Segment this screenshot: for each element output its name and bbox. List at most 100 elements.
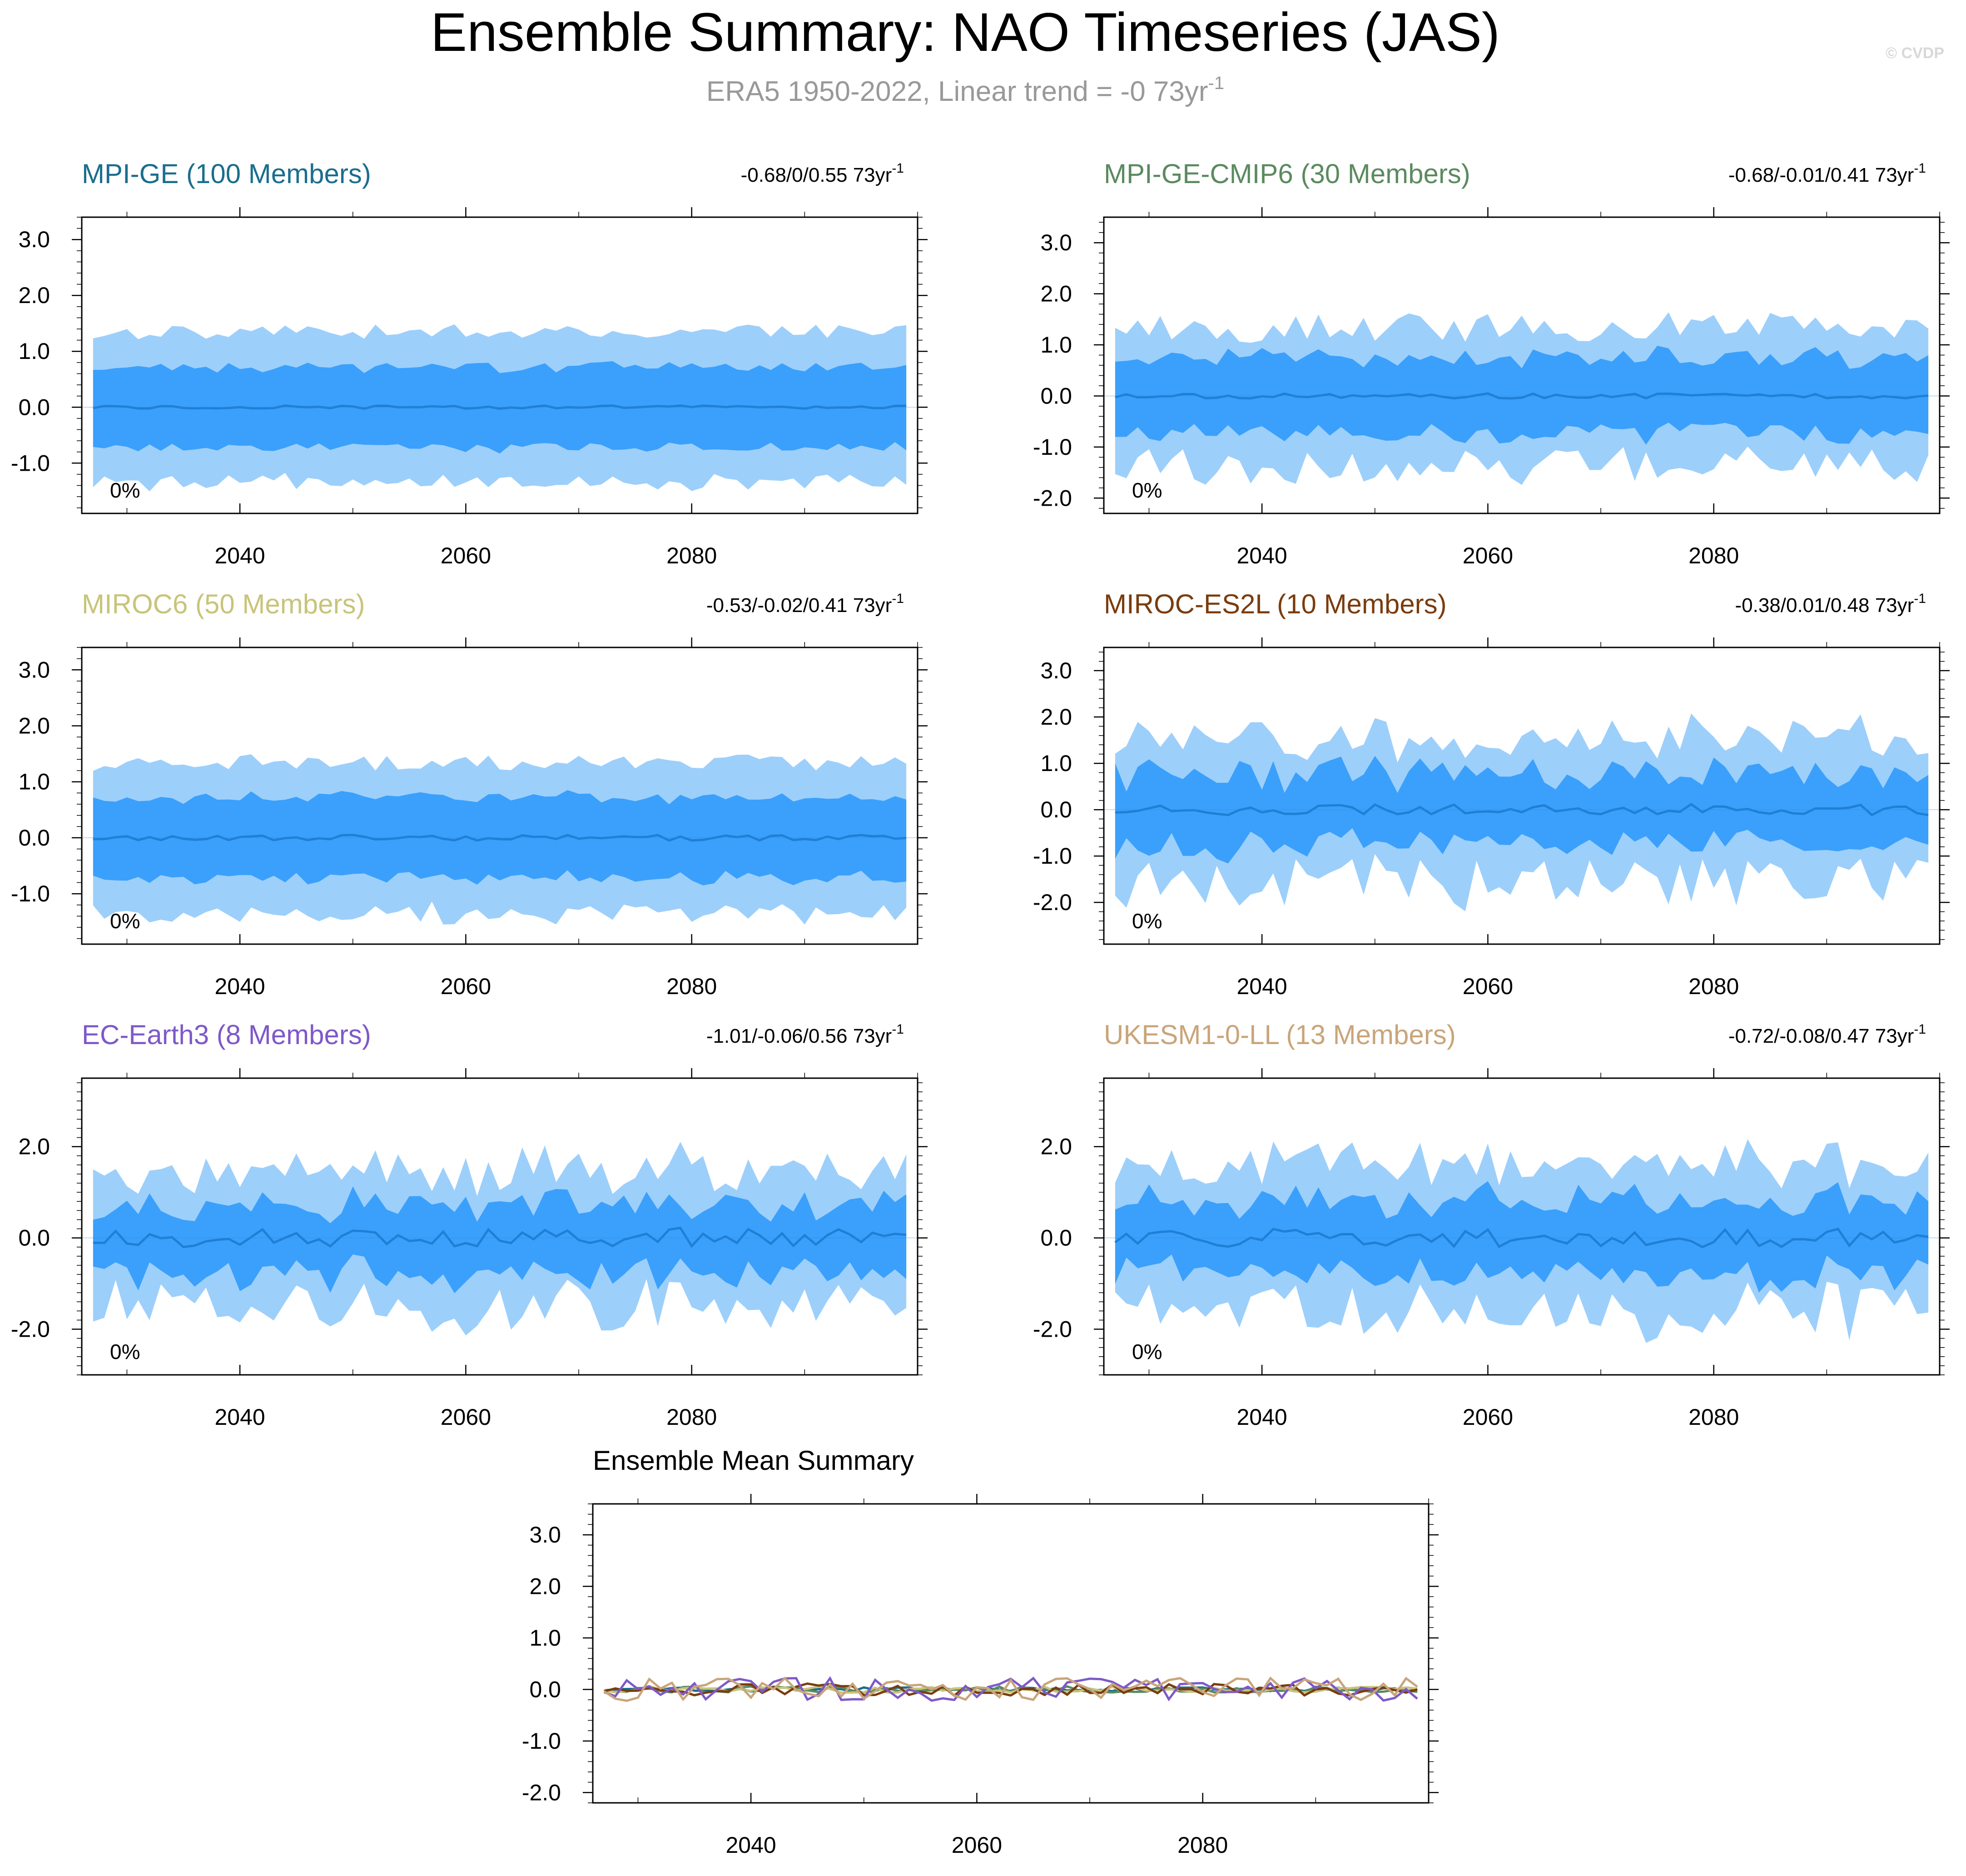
panel-miroc6-xtick-label: 2060: [441, 974, 491, 999]
panel-ensemble-mean-summary-ytick-label: 1.0: [529, 1625, 561, 1651]
panel-ensemble-mean-summary-xtick-label: 2040: [725, 1832, 776, 1858]
watermark: © CVDP: [1886, 45, 1944, 62]
panel-miroc6-ytick-label: 2.0: [18, 713, 50, 738]
panel-miroc-es2l-plot-frame: [1103, 647, 1941, 945]
panel-mpi-ge-plot-frame: [81, 216, 918, 514]
panel-mpi-ge-cmip6-inner-band: [1115, 345, 1929, 445]
panel-ensemble-mean-summary-ytick-label: 2.0: [529, 1574, 561, 1599]
panel-miroc-es2l-ytick-label: 3.0: [1040, 658, 1072, 683]
panel-ukesm1-0-ll-trend-exponent: -1: [1914, 1022, 1926, 1037]
panel-ec-earth3: 2.0 0.0 -2.0 2040 2060 2080 EC-Earth3 (8 Membe…: [11, 1020, 928, 1430]
panel-ensemble-mean-summary-title: Ensemble Mean Summary: [593, 1445, 914, 1476]
panel-miroc-es2l-trend: -0.38/0.01/0.48 73yr-1: [1735, 591, 1926, 617]
panel-mpi-ge: 3.0 2.0 1.0 0.0 -1.0 2040 2060 2080 MPI-GE (100 …: [11, 159, 928, 568]
panel-mpi-ge-cmip6-ytick-label: -1.0: [1033, 434, 1072, 460]
panel-mpi-ge-cmip6-ytick-label: 3.0: [1040, 230, 1072, 255]
panel-ukesm1-0-ll-xtick-label: 2080: [1688, 1404, 1739, 1430]
panel-mpi-ge-pct-label: 0%: [110, 478, 140, 502]
panel-mpi-ge-cmip6: 3.0 2.0 1.0 0.0 -1.0 -2.0 2040 2060 2080 MPI-GE-C…: [1033, 159, 1950, 568]
panel-ensemble-mean-summary-xtick-label: 2060: [952, 1832, 1002, 1858]
panel-ukesm1-0-ll-xtick-label: 2040: [1236, 1404, 1287, 1430]
panel-mpi-ge-cmip6-mean-line: [1115, 392, 1929, 400]
panel-miroc-es2l-ytick-label: 0.0: [1040, 797, 1072, 822]
panel-mpi-ge-cmip6-trend: -0.68/-0.01/0.41 73yr-1: [1728, 161, 1926, 186]
panel-mpi-ge-xtick-label: 2060: [441, 543, 491, 568]
panel-ec-earth3-xtick-label: 2080: [666, 1404, 717, 1430]
panel-ec-earth3-xtick-label: 2040: [214, 1404, 265, 1430]
panel-miroc-es2l-mean-line: [1115, 802, 1929, 816]
panel-ec-earth3-mean-line: [93, 1226, 907, 1249]
panel-miroc6-plot-frame: [81, 647, 918, 945]
panel-ensemble-mean-summary-ytick-label: 0.0: [529, 1677, 561, 1702]
panel-ec-earth3-trend-text: -1.01/-0.06/0.56 73yr: [706, 1025, 892, 1047]
panel-ukesm1-0-ll-ytick-label: -2.0: [1033, 1317, 1072, 1342]
panel-ec-earth3-trend: -1.01/-0.06/0.56 73yr-1: [706, 1022, 904, 1047]
panel-ukesm1-0-ll: 2.0 0.0 -2.0 2040 2060 2080 UKESM1-0-LL (13 Me…: [1033, 1020, 1950, 1430]
panel-ec-earth3-ytick-label: -2.0: [11, 1317, 50, 1342]
panel-mpi-ge-ytick-label: 2.0: [18, 283, 50, 308]
panel-miroc-es2l-xtick-label: 2040: [1236, 974, 1287, 999]
panel-ec-earth3-title: EC-Earth3 (8 Members): [82, 1020, 371, 1050]
panel-ensemble-mean-summary-ytick-label: -1.0: [522, 1728, 561, 1754]
panel-ec-earth3-ytick-label: 2.0: [18, 1134, 50, 1159]
panel-mpi-ge-xtick-label: 2040: [214, 543, 265, 568]
panel-ukesm1-0-ll-ytick-label: 2.0: [1040, 1134, 1072, 1159]
panel-mpi-ge-cmip6-ytick-label: 0.0: [1040, 383, 1072, 408]
panel-ukesm1-0-ll-plot-frame: [1103, 1077, 1941, 1376]
panel-ukesm1-0-ll-inner-band: [1115, 1181, 1929, 1293]
panel-miroc6-trend-text: -0.53/-0.02/0.41 73yr: [706, 594, 892, 617]
panel-miroc6-mean-line: [93, 834, 907, 842]
panel-ensemble-mean-summary: 3.0 2.0 1.0 0.0 -1.0 -2.0 2040 2060 2080 Ensemble…: [522, 1445, 1439, 1858]
panel-miroc6-ytick-label: 3.0: [18, 657, 50, 682]
panel-miroc6-bands: [82, 754, 918, 925]
panel-ukesm1-0-ll-title: UKESM1-0-LL (13 Members): [1104, 1020, 1456, 1050]
panel-miroc6-trend-exponent: -1: [892, 591, 904, 606]
panel-miroc6-pct-label: 0%: [110, 909, 140, 933]
panel-mpi-ge-ytick-label: 1.0: [18, 338, 50, 364]
panel-ukesm1-0-ll-mean-line: [1114, 1228, 1929, 1249]
panel-mpi-ge-bands: [82, 324, 918, 492]
panel-ec-earth3-ytick-label: 0.0: [18, 1225, 50, 1251]
panel-ensemble-mean-summary-ytick-label: -2.0: [522, 1780, 561, 1805]
panel-miroc6-ytick-label: 0.0: [18, 825, 50, 851]
panel-mpi-ge-ytick-label: 0.0: [18, 394, 50, 420]
panel-mpi-ge-cmip6-xtick-label: 2080: [1688, 543, 1739, 568]
panel-ensemble-mean-summary-xtick-label: 2080: [1177, 1832, 1228, 1858]
panel-mpi-ge-ytick-label: 3.0: [18, 227, 50, 252]
panel-miroc-es2l-xtick-label: 2060: [1463, 974, 1513, 999]
panel-miroc-es2l-ytick-label: -2.0: [1033, 890, 1072, 915]
panel-miroc-es2l-ytick-label: 1.0: [1040, 751, 1072, 776]
panel-ensemble-mean-summary-lines: [603, 1676, 1418, 1702]
panel-miroc-es2l-trend-text: -0.38/0.01/0.48 73yr: [1735, 594, 1914, 617]
panel-mpi-ge-cmip6-ytick-label: 1.0: [1040, 332, 1072, 358]
panel-mpi-ge-cmip6-trend-exponent: -1: [1914, 161, 1926, 176]
main-title: Ensemble Summary: NAO Timeseries (JAS): [431, 2, 1500, 63]
panel-mpi-ge-trend-text: -0.68/0/0.55 73yr: [741, 164, 892, 186]
panel-miroc6-xtick-label: 2040: [214, 974, 265, 999]
panel-ukesm1-0-ll-ytick-label: 0.0: [1040, 1225, 1072, 1251]
panel-mpi-ge-cmip6-ytick-label: -2.0: [1033, 485, 1072, 511]
panels: 3.0 2.0 1.0 0.0 -1.0 2040 2060 2080 MPI-GE (100 …: [11, 159, 1950, 1858]
panel-mpi-ge-title: MPI-GE (100 Members): [82, 159, 371, 189]
panel-mpi-ge-cmip6-trend-text: -0.68/-0.01/0.41 73yr: [1728, 164, 1914, 186]
panel-miroc-es2l-ytick-label: -1.0: [1033, 843, 1072, 869]
panel-mpi-ge-trend: -0.68/0/0.55 73yr-1: [741, 161, 904, 186]
panel-mpi-ge-cmip6-ytick-label: 2.0: [1040, 281, 1072, 307]
panel-mpi-ge-xtick-label: 2080: [666, 543, 717, 568]
panel-ensemble-mean-summary-ytick-label: 3.0: [529, 1522, 561, 1548]
subtitle: ERA5 1950-2022, Linear trend = -0 73yr-1: [706, 73, 1224, 107]
panel-mpi-ge-cmip6-bands: [1104, 312, 1940, 485]
panel-mpi-ge-cmip6-pct-label: 0%: [1132, 478, 1162, 502]
panel-miroc-es2l-ytick-label: 2.0: [1040, 704, 1072, 730]
panel-mpi-ge-cmip6-xtick-label: 2040: [1236, 543, 1287, 568]
panel-mpi-ge-ytick-label: -1.0: [11, 450, 50, 476]
panel-ukesm1-0-ll-trend-text: -0.72/-0.08/0.47 73yr: [1728, 1025, 1914, 1047]
series-ukesm1-0-ll: [603, 1676, 1418, 1702]
panel-ec-earth3-pct-label: 0%: [110, 1340, 140, 1363]
panel-ukesm1-0-ll-bands: [1104, 1139, 1940, 1343]
panel-miroc-es2l-bands: [1104, 713, 1940, 911]
panel-mpi-ge-cmip6-title: MPI-GE-CMIP6 (30 Members): [1104, 159, 1470, 189]
panel-miroc-es2l: 3.0 2.0 1.0 0.0 -1.0 -2.0 2040 2060 2080 MIROC-ES…: [1033, 589, 1950, 999]
panel-ec-earth3-bands: [82, 1142, 918, 1336]
